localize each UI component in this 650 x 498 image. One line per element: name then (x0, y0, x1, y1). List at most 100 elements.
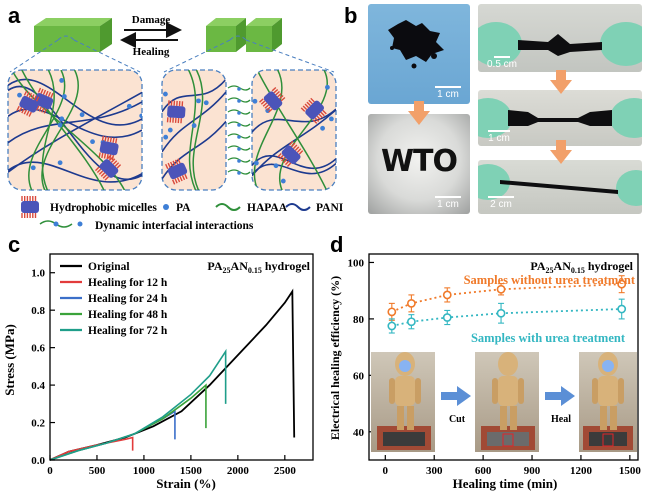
x-tick-label-c: 2500 (274, 465, 297, 477)
hapaa-chain (41, 70, 55, 190)
data-point (617, 279, 627, 289)
y-tick-label-c: 0.2 (31, 418, 45, 430)
ylabel-d: Electrical healing efficiency (%) (328, 276, 342, 440)
stress-strain-chart: 0 500 1000 1500 2000 2500 0.0 0.2 0.4 0.6 0.8 1.0 S… (2, 253, 314, 491)
strip-stretched (478, 98, 642, 138)
pa-dot (191, 123, 197, 128)
chart-title-c: PA25AN0.15 hydrogel (207, 259, 310, 275)
inset-photo-original (371, 352, 435, 452)
pa-dot (252, 98, 258, 104)
photo-strip-stretched: 1 cm (478, 90, 642, 146)
scale-bar-1: 1 cm (432, 86, 464, 100)
schematic-a: Damage Healing Hydrophobic micelles PA H… (7, 14, 344, 232)
data-point (617, 304, 627, 314)
x-tick-label-c: 1500 (180, 465, 203, 477)
legend-label-c: Healing for 12 h (88, 277, 168, 289)
stress-strain-series (49, 288, 296, 461)
y-tick-label-c: 0.6 (31, 343, 45, 355)
interfacial-dot (237, 123, 241, 127)
pani-chain (162, 91, 226, 153)
pa-dot (253, 160, 259, 166)
interfacial-interactions (227, 85, 251, 175)
damage-label: Damage (132, 14, 171, 26)
series-line-2 (49, 409, 176, 461)
x-tick-label-d: 1200 (570, 465, 593, 477)
legend-pani: PANI (316, 202, 344, 214)
xlabel-c: Strain (%) (156, 476, 216, 491)
y-tick-label-d: 60 (353, 370, 365, 382)
heal-arrow-icon (545, 386, 575, 406)
cut-arrow-icon (441, 386, 471, 406)
photo-wto-letters: WTO 1 cm (368, 114, 470, 214)
pa-dot-icon (163, 204, 169, 210)
interfacial-dot (237, 99, 241, 103)
interfacial-dot (237, 87, 241, 91)
hydrogel-block-intact (34, 18, 112, 52)
hydrogel-block-cut-right (246, 18, 282, 52)
inset-photo-healed (579, 352, 637, 452)
x-tick-label-d: 0 (383, 465, 389, 477)
wto-letters: WTO (380, 144, 458, 179)
plot-frame-d (368, 253, 639, 461)
pa-dot (163, 134, 169, 140)
x-tick-label-c: 2000 (227, 465, 250, 477)
series-line-4 (49, 348, 227, 461)
schematic-legend: Hydrophobic micelles PA HAPAA PANI Dynam… (21, 196, 344, 232)
y-tick-label-c: 0.0 (31, 455, 45, 467)
pa-dot (196, 98, 201, 104)
polymer-network-intact (8, 70, 142, 190)
pa-dot (328, 116, 334, 122)
legend-c: Original Healing for 12 h Healing for 24 h… (60, 261, 168, 337)
x-tick-label-c: 1000 (133, 465, 156, 477)
trend-line-0 (391, 283, 622, 313)
hydrophobic-micelle (98, 135, 119, 161)
hydrophobic-micelle (165, 158, 188, 185)
pa-dot (57, 122, 63, 128)
zoom-guides (9, 35, 335, 73)
data-point (387, 307, 397, 317)
pani-chain (252, 108, 336, 133)
hydrophobic-micelle (166, 100, 186, 124)
hapaa-chain (279, 70, 328, 190)
y-tick-label-c: 0.8 (31, 305, 45, 317)
y-tick-label-c: 0.4 (31, 380, 45, 392)
pa-dot (167, 127, 173, 133)
interaction-dot-icon (53, 221, 59, 227)
data-point (387, 321, 397, 331)
hydrophobic-micelle (300, 97, 327, 124)
hapaa-line-icon (215, 203, 241, 211)
x-tick-label-d: 1500 (619, 465, 642, 477)
hapaa-chain (187, 70, 198, 190)
hapaa-chain (11, 70, 127, 190)
pa-dot (126, 103, 132, 109)
pa-dot (30, 165, 36, 171)
pani-chain (8, 108, 142, 138)
legend-micelles: Hydrophobic micelles (50, 202, 157, 214)
plot-frame-c (49, 253, 314, 461)
legend-label-c: Healing for 72 h (88, 325, 168, 337)
series-line-0 (49, 288, 296, 461)
pa-dot (320, 125, 325, 131)
strip-long (478, 164, 642, 206)
hydrophobic-micelle (21, 196, 39, 218)
y-tick-label-d: 100 (348, 257, 365, 269)
arrow-down-3 (550, 140, 572, 164)
scale-bar-2: 1 cm (432, 196, 464, 210)
y-tick-label-c: 1.0 (31, 268, 45, 280)
x-tick-label-c: 500 (89, 465, 106, 477)
legend-label-c: Healing for 24 h (88, 293, 168, 305)
pa-dot (273, 163, 279, 169)
interfacial-dot (237, 159, 241, 163)
hydrophobic-micelle (16, 90, 40, 117)
data-point (406, 298, 416, 308)
arrow-down-1 (408, 101, 430, 125)
data-point (442, 313, 452, 322)
hapaa-chain (28, 70, 66, 190)
x-tick-label-c: 0 (47, 465, 53, 477)
legend-hapaa: HAPAA (247, 202, 288, 214)
pa-dot (203, 100, 209, 106)
pa-dot (90, 139, 95, 145)
pa-dot (139, 113, 142, 119)
polymer-network-right (252, 70, 336, 190)
photo-strip-healed: 0.5 cm (478, 4, 642, 72)
